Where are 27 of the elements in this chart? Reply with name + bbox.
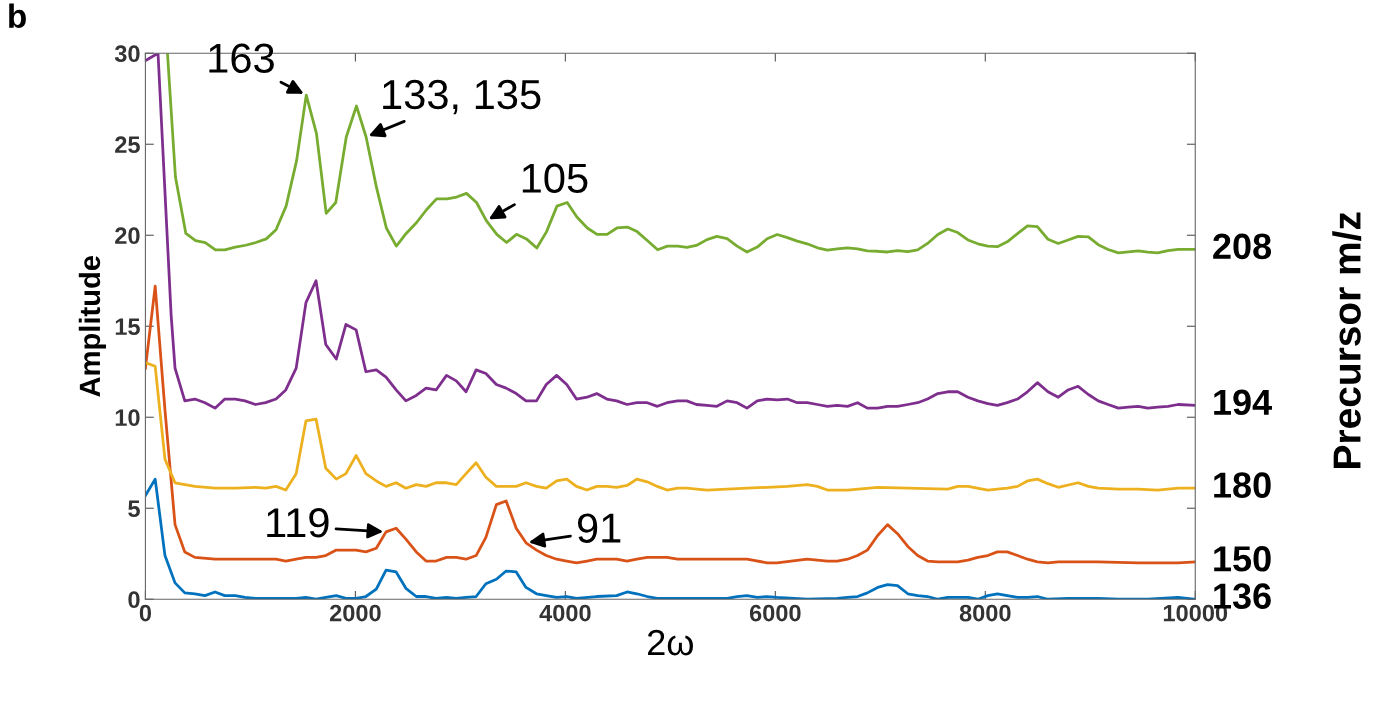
- x-tick-label: 4000: [539, 604, 591, 622]
- annotation: 91: [577, 513, 621, 543]
- x-tick-label: 0: [139, 604, 152, 622]
- x-tick-label: 6000: [749, 604, 801, 622]
- y-tick-label: 0: [128, 591, 140, 609]
- series-label: 180: [1214, 472, 1271, 498]
- y-tick-label: 25: [115, 136, 140, 154]
- y-axis-title: Amplitude: [78, 255, 106, 397]
- annotation: 133, 135: [383, 79, 541, 115]
- text: b: [9, 3, 26, 29]
- annotation: 119: [267, 508, 329, 538]
- x-tick-label: 8000: [959, 604, 1011, 622]
- y-tick-label: 10: [115, 409, 140, 427]
- line-series: [145, 361, 1196, 492]
- y-tick-label: 5: [128, 500, 140, 518]
- y-tick-label: 30: [114, 45, 140, 63]
- line-series: [145, 284, 1196, 565]
- series-label: 194: [1214, 389, 1272, 416]
- x-tick-label: 2000: [329, 604, 381, 622]
- x-axis-title: 2ω: [648, 629, 693, 656]
- series-label: 150: [1214, 546, 1271, 572]
- y2-axis-title: Precursor m/z: [1332, 212, 1362, 468]
- annotation: 105: [522, 163, 588, 194]
- y-tick-label: 15: [115, 318, 140, 336]
- y-tick-label: 20: [115, 227, 140, 245]
- annotation: 163: [209, 43, 274, 73]
- series-label: 208: [1213, 233, 1272, 260]
